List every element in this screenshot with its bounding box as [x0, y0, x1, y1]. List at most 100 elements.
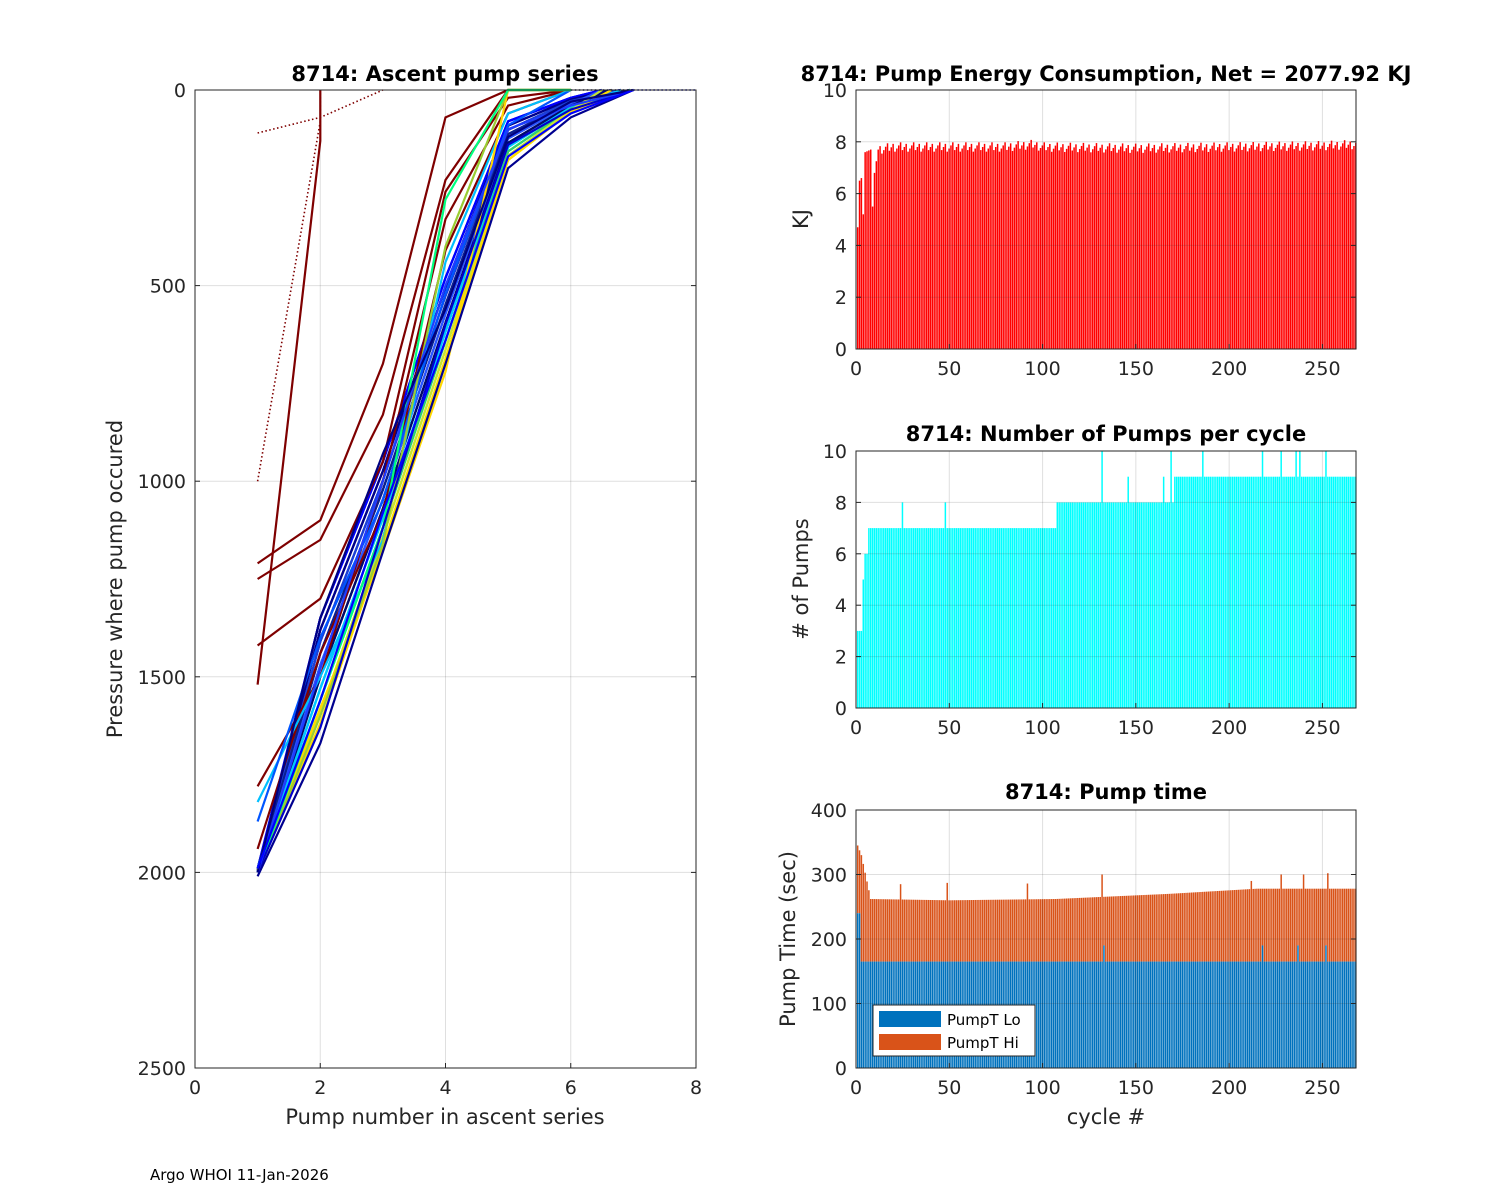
pumptime-lo-bar [1207, 961, 1210, 1068]
pumps-bar [1002, 528, 1004, 708]
pumps-bar [1103, 502, 1105, 708]
pumptime-y-label: Pump Time (sec) [776, 851, 800, 1027]
energy-bar [1241, 149, 1243, 349]
pumptime-y-ticks: 0 100 200 300 400 [811, 800, 1356, 1080]
pumps-bar [1332, 476, 1335, 708]
pumptime-hi-bar [877, 899, 879, 962]
pumps-bar [991, 528, 993, 708]
energy-bar [1017, 141, 1019, 349]
energy-bar [1123, 151, 1126, 349]
pumps-bar [978, 528, 980, 708]
pumptime-hi-bar [1058, 898, 1060, 962]
pumps-bar [1233, 476, 1236, 708]
pumptime-lo-bar [1189, 961, 1191, 1068]
pumptime-lo-bar [1250, 961, 1253, 1068]
energy-bar [1073, 147, 1075, 349]
pumps-bar [858, 630, 861, 708]
pumptime-hi-bar [1147, 894, 1150, 962]
energy-bar [1170, 149, 1172, 349]
pumps-bar [1142, 502, 1144, 708]
pumptime-hi-bar [1004, 899, 1006, 962]
pumptime-hi-bar [1215, 891, 1217, 962]
energy-bar [886, 143, 889, 349]
pumps-bar [1338, 476, 1340, 708]
pumptime-lo-bar [1317, 961, 1320, 1068]
pumps-bar [920, 528, 922, 708]
energy-bar [1088, 144, 1090, 349]
pumps-bar [1252, 476, 1254, 708]
energy-bar [1276, 144, 1279, 349]
pumps-bar [1112, 502, 1115, 708]
pumps-bar [1118, 502, 1120, 708]
pumptime-lo-bar [1287, 961, 1290, 1068]
pumptime-hi-bar [918, 899, 920, 962]
pumps-bar [1192, 476, 1195, 708]
y-tick-label: 0 [835, 1058, 847, 1080]
energy-bar [1228, 150, 1230, 349]
energy-bar [1353, 146, 1355, 349]
pumps-bar [1325, 451, 1327, 708]
x-tick-label: 50 [937, 717, 961, 739]
energy-bar [1278, 141, 1281, 349]
energy-bar [1131, 149, 1133, 349]
pumptime-panel: 0 50 100 150 200 250 0 100 200 300 400 8714: Pump… [776, 780, 1357, 1129]
pumps-bar [976, 528, 978, 708]
pumptime-hi-bar [1328, 888, 1331, 962]
legend-swatch-pumpt-lo [879, 1011, 941, 1027]
energy-bar [991, 142, 993, 349]
pumps-bar [937, 528, 939, 708]
pumps-bar [1067, 502, 1070, 708]
pumps-bar [1166, 502, 1169, 708]
pumptime-x-ticks: 0 50 100 150 200 250 [850, 1063, 1341, 1099]
pumps-bar [925, 528, 928, 708]
pumptime-hi-bar [940, 900, 943, 962]
pumps-bar [873, 528, 876, 708]
energy-bar [1138, 148, 1141, 349]
pumptime-hi-bar [888, 899, 891, 962]
pumptime-hi-bar [920, 899, 922, 962]
energy-bar [1069, 142, 1072, 349]
pumps-bar [1306, 476, 1309, 708]
pumps-bar [1293, 476, 1295, 708]
pumptime-hi-bar [1338, 888, 1340, 962]
pumps-bar [871, 528, 874, 708]
pumptime-lo-bar [1114, 961, 1116, 1068]
pumptime-lo-bar [1181, 961, 1184, 1068]
pumptime-hi-bar [1075, 898, 1077, 962]
energy-bar [1090, 152, 1092, 349]
energy-bar [1175, 150, 1178, 349]
energy-bar [1213, 142, 1215, 349]
energy-bar [1041, 145, 1044, 349]
y-tick-label: 8 [835, 492, 847, 514]
energy-bar [925, 142, 928, 349]
energy-bar [1205, 144, 1208, 349]
pumptime-hi-bar [868, 890, 870, 962]
energy-bar [1121, 143, 1124, 349]
pumptime-hi-bar [1161, 894, 1163, 962]
pumptime-lo-bar [1218, 961, 1221, 1068]
pumps-bar [1170, 451, 1172, 708]
pumptime-hi-bar [856, 845, 859, 914]
energy-bar [1235, 148, 1238, 349]
y-tick-label: 2 [835, 287, 847, 309]
energy-bar [884, 146, 887, 349]
pumps-bar [899, 528, 902, 708]
energy-bar [1215, 150, 1217, 349]
energy-bar [864, 152, 866, 349]
ascent-series-line [256, 88, 622, 869]
pumps-bar [1136, 502, 1139, 708]
pumps-bar [1050, 528, 1053, 708]
pumptime-hi-bar [1217, 891, 1219, 962]
pumptime-hi-bar [866, 881, 868, 962]
energy-bar [1034, 144, 1036, 349]
pumptime-hi-bar [1155, 894, 1157, 962]
energy-bar [1231, 143, 1234, 349]
pumptime-hi-bar [1090, 897, 1092, 962]
x-tick-label: 0 [850, 1077, 862, 1099]
pumps-bar [1144, 502, 1146, 708]
pumps-bar [968, 528, 971, 708]
pumptime-hi-bar [1041, 899, 1044, 962]
energy-bar [1095, 143, 1098, 349]
pumptime-hi-bar [1174, 893, 1176, 962]
energy-bar [1200, 142, 1202, 349]
